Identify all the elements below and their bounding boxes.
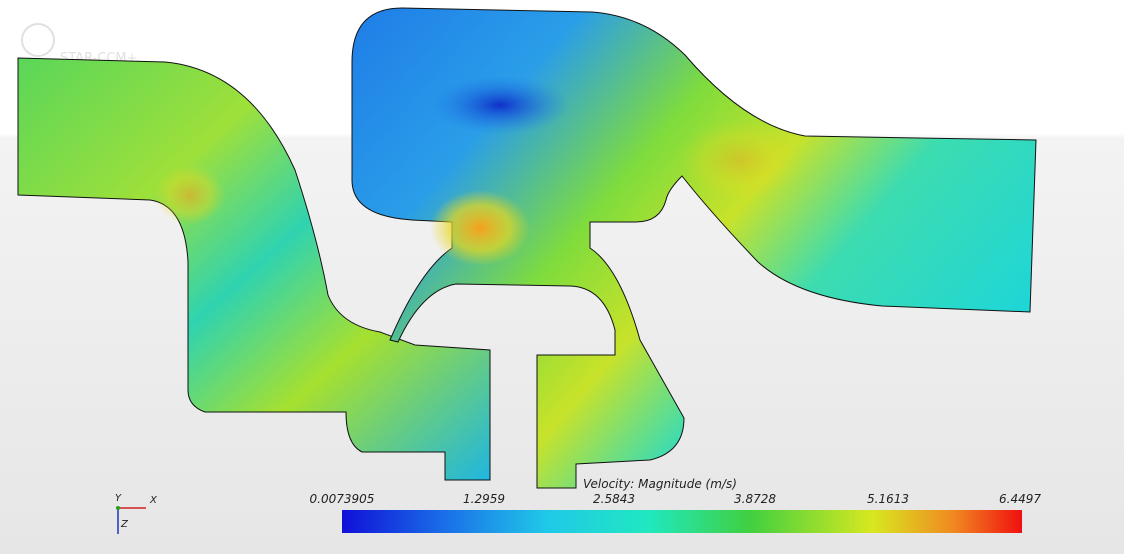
high-velocity-zone [155,165,225,225]
triad-label: Z [120,519,129,530]
legend-tick-label: 5.1613 [867,492,909,506]
triad-label: Y [115,493,122,504]
triad-label: X [149,495,158,506]
color-bar [342,510,1022,533]
legend-tick-label: 2.5843 [593,492,635,506]
legend-tick-label: 0.0073905 [310,492,375,506]
viewport: STAR-CCM+ Y X Z Velocity: Magnitude (m/s… [0,0,1124,554]
legend-tick-label: 6.4497 [999,492,1041,506]
legend-tick-label: 1.2959 [463,492,505,506]
legend-tick-label: 3.8728 [734,492,776,506]
legend-title: Velocity: Magnitude (m/s) [583,477,737,491]
y-axis [116,506,120,510]
high-velocity-zone [430,190,530,266]
low-velocity-zone [430,75,570,135]
high-velocity-zone [680,120,800,200]
